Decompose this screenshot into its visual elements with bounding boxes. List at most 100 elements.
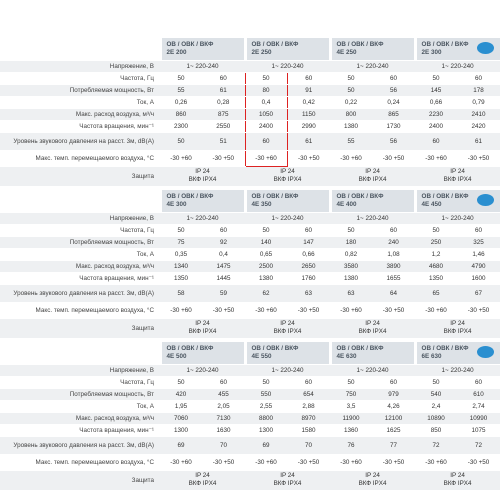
row-label: Потребляемая мощность, Вт [0, 84, 160, 97]
value-cell: 50 [160, 376, 202, 389]
value-cell: -30 +60 [415, 150, 458, 167]
value-cell: 1600 [457, 272, 500, 285]
value-cell: 2650 [287, 260, 331, 273]
protection-cell: IP 24 ВКФ IPX4 [330, 166, 416, 187]
product-header: ОВ / ОВК / ВКФ 4Е 300 [158, 190, 246, 213]
protection-ip: IP 24 [280, 320, 295, 327]
data-row: Ток, А 0,26 0,28 0,4 0,42 0,22 0,24 0,66 0,79 [0, 96, 500, 109]
voltage-cell: 1~ 220-240 [330, 60, 416, 73]
row-label: Макс. расход воздуха, м³/ч [0, 412, 160, 425]
data-row: Макс. расход воздуха, м³/ч 1340 1475 2500 26… [0, 260, 500, 273]
data-row: Макс. темп. перемещаемого воздуха, °С -30… [0, 302, 500, 319]
product-header: ОВ / ОВК / ВКФ 2Е 250 [243, 38, 331, 61]
value-cell: 63 [287, 284, 331, 303]
product-series: ОВ / ОВК / ВКФ [251, 192, 299, 200]
data-row: Ток, А 0,35 0,4 0,65 0,66 0,82 1,08 1,2 1,46 [0, 248, 500, 261]
data-row: Потребляемая мощность, Вт 75 92 140 147 180 24… [0, 236, 500, 249]
protection-ip: IP 24 [450, 472, 465, 479]
value-cell: -30 +60 [415, 454, 458, 471]
protection-cell: IP 24 ВКФ IPX4 [415, 470, 500, 491]
product-header: ОВ / ОВК / ВКФ 4Е 250 [328, 38, 416, 61]
value-cell: 2,4 [415, 400, 458, 413]
voltage-cell: 1~ 220-240 [415, 212, 500, 225]
value-cell: 800 [330, 108, 373, 121]
value-cell: 56 [372, 132, 416, 151]
value-cell: 50 [160, 72, 202, 85]
product-header: ОВ / ОВК / ВКФ 4Е 450 [413, 190, 500, 213]
data-row: Частота, Гц 50 60 50 60 50 60 50 60 [0, 224, 500, 237]
value-cell: 80 [244, 84, 288, 97]
value-cell: -30 +60 [330, 454, 373, 471]
value-cell: 2420 [457, 120, 500, 133]
value-cell: 58 [160, 284, 202, 303]
value-cell: -30 +60 [160, 150, 202, 167]
protection-cell: IP 24 ВКФ IPX4 [330, 470, 416, 491]
protection-vkf: ВКФ IPX4 [273, 480, 302, 487]
value-cell: 1760 [287, 272, 331, 285]
value-cell: 1655 [372, 272, 416, 285]
value-cell: 50 [245, 224, 288, 237]
product-series: ОВ / ОВК / ВКФ [251, 40, 299, 48]
protection-vkf: ВКФ IPX4 [443, 480, 472, 487]
protection-vkf: ВКФ IPX4 [358, 480, 387, 487]
protection-vkf: ВКФ IPX4 [358, 328, 387, 335]
voltage-row: Напряжение, В 1~ 220-240 1~ 220-240 1~ 220-… [0, 364, 500, 377]
value-cell: 4680 [415, 260, 458, 273]
row-label: Частота вращения, мин⁻¹ [0, 120, 160, 133]
voltage-cell: 1~ 220-240 [245, 60, 331, 73]
protection-ip: IP 24 [365, 320, 380, 327]
value-cell: 1150 [287, 108, 331, 121]
value-cell: 60 [287, 72, 331, 85]
value-cell: 55 [160, 84, 202, 97]
value-cell: 240 [372, 236, 416, 249]
value-cell: 1580 [287, 424, 331, 437]
value-cell: 63 [330, 284, 373, 303]
protection-vkf: ВКФ IPX4 [443, 176, 472, 183]
value-cell: 60 [287, 376, 331, 389]
value-cell: 60 [372, 376, 416, 389]
protection-row: Защита IP 24 ВКФ IPX4 IP 24 ВКФ IPX4 IP 24 ВКФ… [0, 166, 500, 187]
data-row: Частота вращения, мин⁻¹ 1350 1445 1380 1760 1… [0, 272, 500, 285]
value-cell: 4,26 [372, 400, 416, 413]
value-cell: 2550 [202, 120, 246, 133]
protection-ip: IP 24 [195, 320, 210, 327]
row-label: Макс. темп. перемещаемого воздуха, °С [0, 302, 160, 319]
product-model: 4Е 630 [336, 352, 357, 360]
value-cell: -30 +60 [330, 302, 373, 319]
value-cell: -30 +60 [245, 454, 288, 471]
product-header: ОВ / ОВК / ВКФ 4Е 630 [328, 342, 416, 365]
value-cell: 60 [372, 224, 416, 237]
value-cell: 51 [202, 132, 246, 151]
value-cell: -30 +60 [245, 302, 288, 319]
product-model: 2Е 300 [421, 48, 442, 56]
data-row: Частота вращения, мин⁻¹ 2300 2550 2400 2990 1… [0, 120, 500, 133]
value-cell: 1625 [372, 424, 416, 437]
value-cell: 180 [330, 236, 373, 249]
value-cell: 60 [202, 72, 246, 85]
value-cell: 60 [287, 224, 331, 237]
value-cell: 1075 [457, 424, 500, 437]
data-row: Уровень звукового давления на расст. 3м,… [0, 284, 500, 303]
value-cell: 60 [244, 132, 288, 151]
value-cell: 750 [330, 388, 373, 401]
value-cell: 1380 [330, 272, 373, 285]
value-cell: 69 [245, 436, 288, 455]
value-cell: 8970 [287, 412, 331, 425]
value-cell: 1,95 [160, 400, 202, 413]
row-label: Ток, А [0, 248, 160, 261]
value-cell: 77 [372, 436, 416, 455]
value-cell: 979 [372, 388, 416, 401]
row-label: Защита [0, 318, 160, 339]
value-cell: 7060 [160, 412, 202, 425]
value-cell: -30 +50 [457, 302, 500, 319]
value-cell: 50 [330, 376, 373, 389]
value-cell: 2,74 [457, 400, 500, 413]
value-cell: -30 +50 [287, 302, 331, 319]
value-cell: 60 [202, 376, 246, 389]
data-row: Макс. темп. перемещаемого воздуха, °С -30… [0, 150, 500, 167]
value-cell: 2990 [287, 120, 331, 133]
value-cell: -30 +50 [202, 454, 246, 471]
protection-cell: IP 24 ВКФ IPX4 [245, 166, 331, 187]
value-cell: 250 [415, 236, 458, 249]
